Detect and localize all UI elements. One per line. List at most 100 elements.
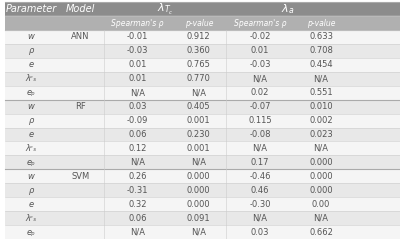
Bar: [6, 16, 400, 30]
Text: e: e: [28, 130, 34, 139]
Bar: [6, 58, 400, 72]
Text: N/A: N/A: [252, 74, 268, 83]
Text: -0.46: -0.46: [249, 172, 271, 181]
Text: 0.001: 0.001: [187, 116, 211, 125]
Text: eₚ: eₚ: [27, 88, 36, 97]
Text: 0.06: 0.06: [128, 214, 147, 223]
Text: 0.002: 0.002: [309, 116, 333, 125]
Text: 0.770: 0.770: [187, 74, 211, 83]
Text: 0.01: 0.01: [251, 46, 269, 55]
Text: N/A: N/A: [252, 214, 268, 223]
Bar: [6, 72, 400, 86]
Text: 0.000: 0.000: [187, 172, 211, 181]
Text: w: w: [28, 33, 34, 41]
Text: $\lambda_a$: $\lambda_a$: [281, 2, 294, 16]
Text: 0.06: 0.06: [128, 130, 147, 139]
Text: λᶜₛ: λᶜₛ: [26, 74, 37, 83]
Bar: [6, 86, 400, 100]
Text: 0.023: 0.023: [309, 130, 333, 139]
Text: N/A: N/A: [252, 144, 268, 153]
Text: 0.03: 0.03: [128, 102, 147, 111]
Text: N/A: N/A: [191, 158, 206, 167]
Text: 0.091: 0.091: [187, 214, 211, 223]
Text: 0.02: 0.02: [251, 88, 269, 97]
Text: λᶜₛ: λᶜₛ: [26, 144, 37, 153]
Text: 0.12: 0.12: [128, 144, 147, 153]
Text: 0.405: 0.405: [187, 102, 211, 111]
Text: 0.000: 0.000: [309, 186, 333, 195]
Text: p-value: p-value: [184, 18, 213, 27]
Text: 0.001: 0.001: [187, 144, 211, 153]
Text: SVM: SVM: [71, 172, 90, 181]
Text: Spearman's ρ: Spearman's ρ: [111, 18, 164, 27]
Text: -0.02: -0.02: [249, 33, 271, 41]
Text: -0.30: -0.30: [249, 200, 271, 209]
Text: -0.01: -0.01: [127, 33, 148, 41]
Text: 0.454: 0.454: [309, 60, 333, 69]
Text: N/A: N/A: [130, 88, 145, 97]
Bar: [6, 169, 400, 183]
Text: 0.010: 0.010: [309, 102, 333, 111]
Text: w: w: [28, 102, 34, 111]
Text: -0.31: -0.31: [127, 186, 148, 195]
Text: e: e: [28, 200, 34, 209]
Text: N/A: N/A: [191, 88, 206, 97]
Text: 0.360: 0.360: [187, 46, 211, 55]
Text: N/A: N/A: [130, 158, 145, 167]
Bar: [6, 30, 400, 44]
Text: N/A: N/A: [130, 228, 145, 237]
Text: -0.08: -0.08: [249, 130, 271, 139]
Text: w: w: [28, 172, 34, 181]
Text: N/A: N/A: [191, 228, 206, 237]
Text: ρ: ρ: [28, 46, 34, 55]
Bar: [6, 211, 400, 225]
Text: 0.000: 0.000: [187, 200, 211, 209]
Bar: [6, 225, 400, 239]
Bar: [6, 44, 400, 58]
Text: 0.115: 0.115: [248, 116, 272, 125]
Text: 0.765: 0.765: [187, 60, 211, 69]
Text: 0.633: 0.633: [309, 33, 333, 41]
Text: eₚ: eₚ: [27, 228, 36, 237]
Text: 0.01: 0.01: [128, 74, 147, 83]
Text: -0.03: -0.03: [249, 60, 271, 69]
Text: 0.32: 0.32: [128, 200, 147, 209]
Text: RF: RF: [75, 102, 86, 111]
Bar: [6, 2, 400, 16]
Bar: [6, 197, 400, 211]
Text: 0.551: 0.551: [309, 88, 333, 97]
Text: e: e: [28, 60, 34, 69]
Text: 0.230: 0.230: [187, 130, 211, 139]
Text: 0.03: 0.03: [251, 228, 269, 237]
Text: 0.00: 0.00: [312, 200, 330, 209]
Bar: [6, 100, 400, 114]
Text: eₚ: eₚ: [27, 158, 36, 167]
Text: 0.000: 0.000: [309, 172, 333, 181]
Text: -0.03: -0.03: [127, 46, 148, 55]
Text: 0.000: 0.000: [309, 158, 333, 167]
Text: λᶜₛ: λᶜₛ: [26, 214, 37, 223]
Bar: [6, 114, 400, 128]
Text: $\lambda_{T_c}$: $\lambda_{T_c}$: [157, 2, 174, 17]
Text: N/A: N/A: [314, 144, 328, 153]
Text: ANN: ANN: [71, 33, 90, 41]
Text: Spearman's ρ: Spearman's ρ: [234, 18, 286, 27]
Text: N/A: N/A: [314, 74, 328, 83]
Text: Model: Model: [66, 4, 95, 14]
Text: Parameter: Parameter: [6, 4, 57, 14]
Text: 0.912: 0.912: [187, 33, 211, 41]
Text: 0.000: 0.000: [187, 186, 211, 195]
Bar: [6, 155, 400, 169]
Text: ρ: ρ: [28, 116, 34, 125]
Text: 0.01: 0.01: [128, 60, 147, 69]
Text: 0.708: 0.708: [309, 46, 333, 55]
Text: p-value: p-value: [307, 18, 335, 27]
Bar: [6, 183, 400, 197]
Text: 0.26: 0.26: [128, 172, 147, 181]
Bar: [6, 128, 400, 141]
Text: -0.09: -0.09: [127, 116, 148, 125]
Text: 0.46: 0.46: [251, 186, 269, 195]
Text: 0.17: 0.17: [251, 158, 269, 167]
Text: 0.662: 0.662: [309, 228, 333, 237]
Bar: [6, 141, 400, 155]
